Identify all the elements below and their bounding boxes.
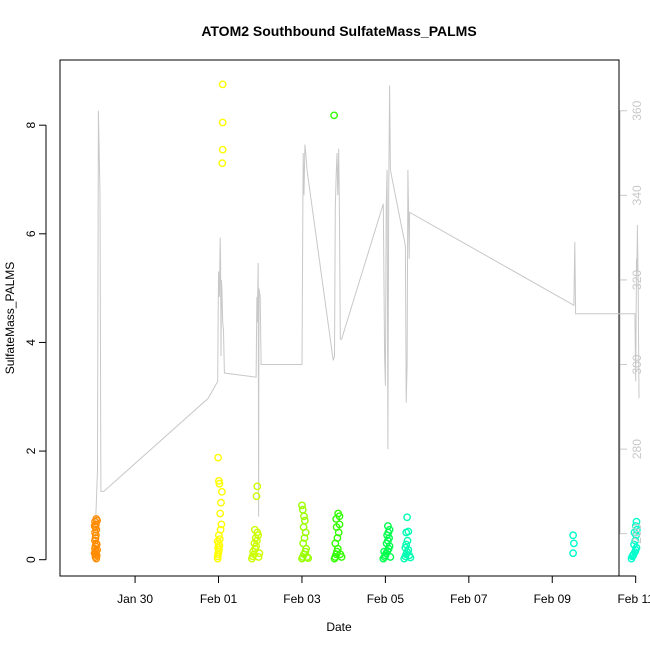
x-tick-label-1: Feb 01	[200, 592, 238, 606]
data-point-flight2-20	[218, 145, 227, 154]
data-point-flight6-15	[380, 547, 388, 556]
data-point-flight4-6	[300, 534, 309, 542]
data-point-flight4-12	[298, 501, 306, 510]
data-point-flight7-6	[402, 540, 411, 549]
y2-tick-label-340: 340	[630, 185, 644, 205]
x-tick-label-5: Feb 09	[534, 592, 572, 606]
data-point-flight2-13	[216, 509, 225, 518]
plot-marks	[90, 80, 641, 563]
data-point-flight7-5	[401, 543, 410, 552]
data-point-flight1-17	[93, 546, 102, 554]
data-point-flight1-21	[92, 554, 101, 563]
data-point-flight2-9	[215, 535, 224, 543]
data-point-flight3-13	[255, 549, 264, 558]
data-point-flight8-10	[631, 536, 640, 545]
data-point-flight1-20	[93, 516, 102, 525]
data-point-flight5-12	[334, 509, 343, 518]
y2-tick-label-300: 300	[630, 354, 644, 374]
x-tick-label-0: Jan 30	[117, 592, 153, 606]
y-tick-label-2: 2	[24, 447, 38, 454]
data-point-flight1-15	[92, 551, 101, 560]
data-point-flight2-11	[216, 525, 225, 534]
data-point-flight7-12	[406, 553, 415, 562]
data-point-flight2-18	[214, 453, 223, 462]
data-point-flight1-18	[92, 540, 101, 549]
x-tick-label-4: Feb 07	[450, 592, 488, 606]
data-point-flight4-13	[303, 553, 311, 561]
data-point-flight2-12	[217, 520, 226, 529]
secondary-series-line	[95, 85, 640, 526]
data-point-flight8-1	[570, 539, 578, 548]
y2-tick-label-260: 260	[630, 523, 644, 543]
data-point-flight7-10	[403, 513, 411, 522]
data-point-flight3-15	[253, 482, 262, 491]
data-point-flight3-14	[252, 492, 261, 501]
data-point-flight2-15	[217, 487, 226, 496]
data-point-flight2-21	[218, 118, 227, 127]
data-point-flight3-12	[254, 553, 263, 561]
data-point-flight8-9	[630, 540, 638, 549]
data-point-flight8-15	[632, 517, 641, 526]
data-point-flight2-14	[217, 498, 225, 507]
data-point-flight7-7	[403, 536, 412, 545]
data-point-flight4-11	[298, 505, 307, 514]
data-point-flight5-9	[335, 520, 344, 529]
data-point-flight3-11	[250, 525, 259, 534]
data-point-flight2-19	[218, 159, 227, 168]
data-point-flight8-2	[569, 531, 577, 540]
y-tick-label-8: 8	[24, 122, 38, 129]
y-tick-label-6: 6	[24, 230, 38, 237]
plot-box	[59, 59, 620, 577]
data-point-flight4-14	[304, 554, 313, 562]
data-point-flight7-9	[404, 527, 413, 536]
data-point-flight5-14	[337, 553, 346, 561]
data-point-flight4-10	[300, 512, 308, 521]
data-point-flight8-13	[633, 525, 641, 534]
data-point-flight6-13	[383, 522, 392, 530]
y-tick-label-4: 4	[24, 339, 38, 346]
data-point-flight5-15	[330, 111, 338, 120]
data-point-flight2-17	[214, 476, 223, 485]
y2-tick-label-360: 360	[630, 100, 644, 120]
x-axis-label: Date	[326, 620, 352, 634]
data-point-flight2-22	[218, 80, 227, 89]
data-point-flight8-0	[569, 549, 577, 558]
y-tick-label-0: 0	[24, 556, 38, 563]
chart-title: ATOM2 Southbound SulfateMass_PALMS	[201, 23, 476, 39]
x-tick-label-2: Feb 03	[283, 592, 321, 606]
y2-tick-label-280: 280	[630, 439, 644, 459]
x-tick-label-6: Feb 11	[617, 592, 650, 606]
y2-tick-label-320: 320	[630, 270, 644, 290]
data-point-flight4-9	[300, 516, 309, 525]
y-axis-label: SulfateMass_PALMS	[3, 262, 17, 375]
axes: 0 2 4 6 8 260 280 300 320 340 360 Jan 30 Feb 01 Feb 0…	[24, 100, 650, 606]
data-point-flight4-5	[299, 539, 308, 548]
data-point-flight8-16	[629, 551, 638, 560]
data-point-flight8-14	[631, 522, 640, 530]
data-point-flight6-12	[385, 525, 394, 534]
data-point-flight6-14	[386, 553, 395, 561]
x-tick-label-3: Feb 05	[367, 592, 405, 606]
